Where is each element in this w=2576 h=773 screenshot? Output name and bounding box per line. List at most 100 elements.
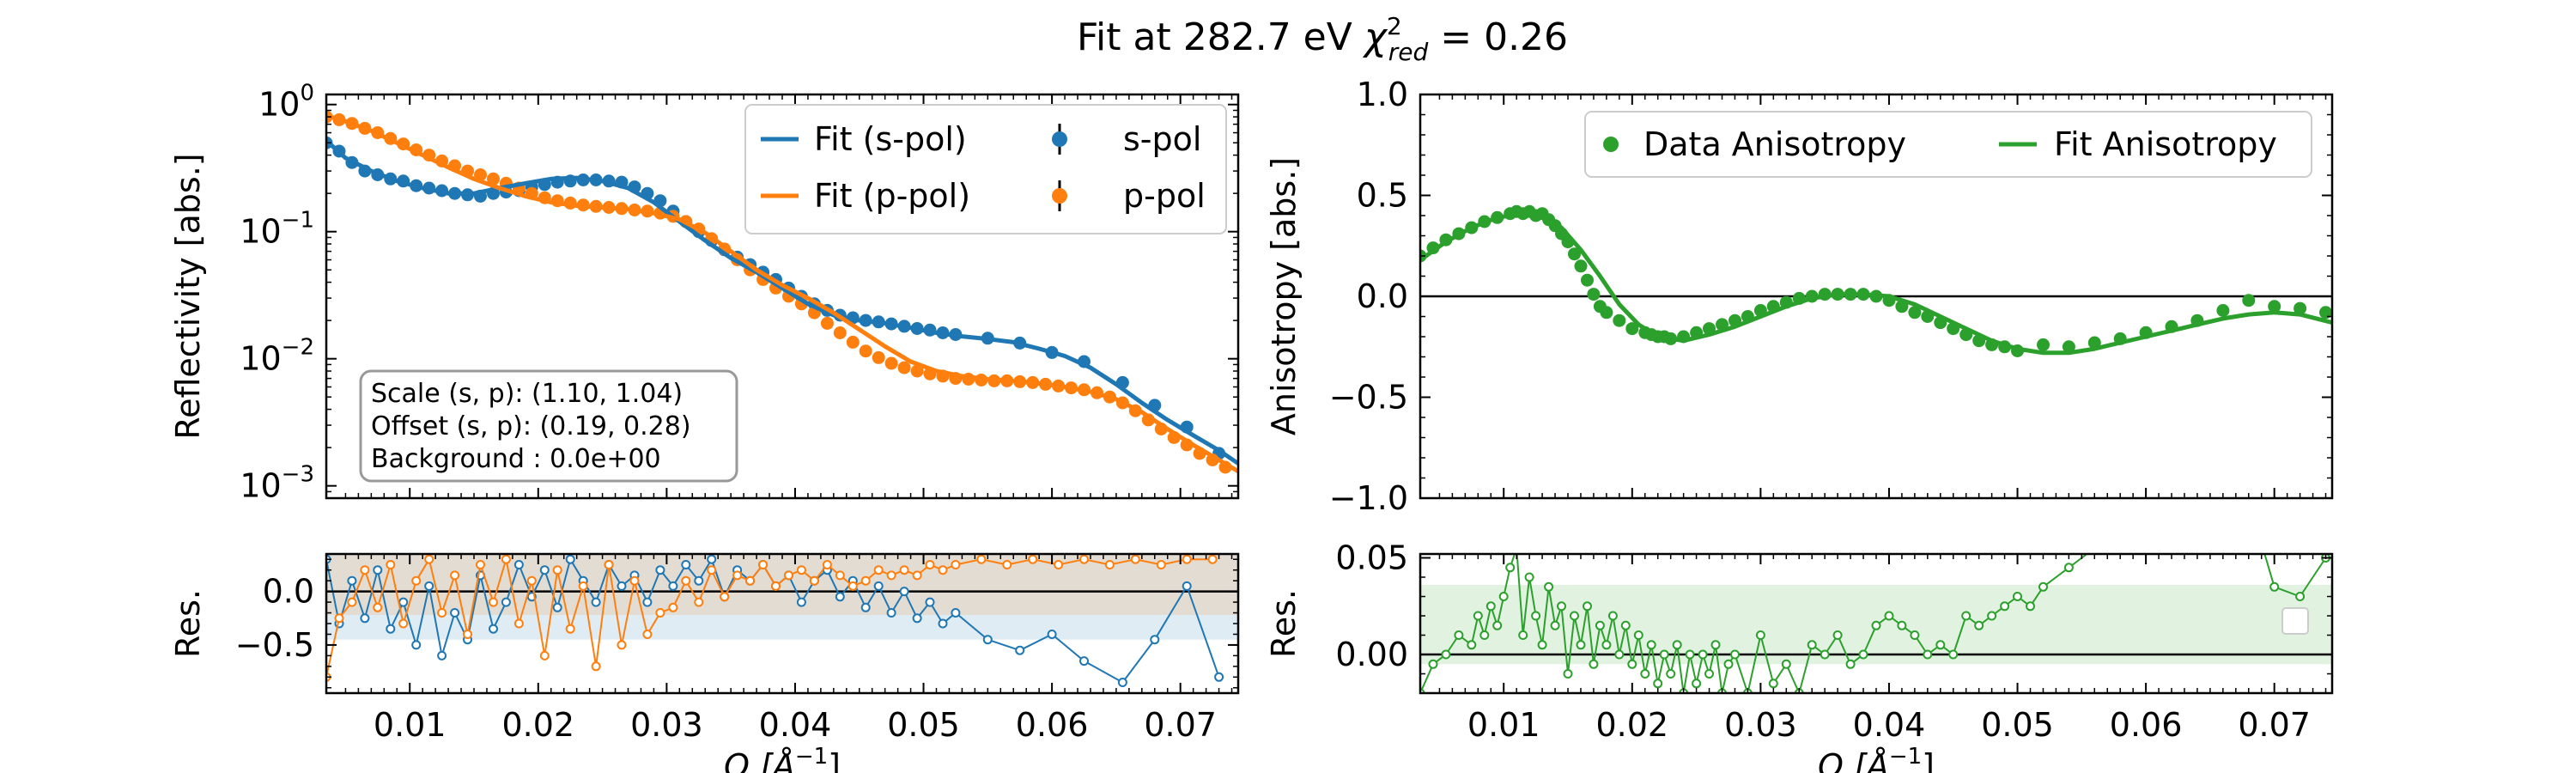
data-anisotropy-residual-point: [1607, 611, 1618, 621]
reflectivity-residual-xlabel: Q [Å−1]: [724, 744, 841, 773]
data-anisotropy-point: [1625, 322, 1639, 336]
p-pol-residual-point: [642, 630, 653, 639]
y-tick-label: 0.0: [1357, 277, 1408, 315]
s-pol-residual-point: [501, 597, 511, 607]
s-pol-residual-point: [411, 640, 422, 650]
p-pol-residual-point: [720, 592, 730, 602]
x-tick-label: 0.05: [887, 706, 960, 744]
data-anisotropy-residual-point: [2000, 601, 2010, 612]
data-anisotropy-residual-point: [2013, 592, 2022, 601]
s-pol-residual-point: [386, 624, 396, 634]
reflectivity-legend-box: [744, 104, 1227, 234]
s-pol-residual-point: [925, 597, 935, 607]
x-tick-label: 0.03: [1724, 706, 1797, 744]
p-pol-residual-point: [629, 575, 640, 586]
p-pol-residual-point: [655, 608, 665, 618]
x-tick-label: 0.01: [1467, 706, 1540, 744]
anisotropy-residual-data: [1420, 545, 2332, 693]
data-anisotropy-residual-point: [1768, 679, 1778, 689]
s-pol-residual-point: [1150, 635, 1160, 645]
xlabel-unit: [Å: [1844, 747, 1889, 773]
x-tick-label: 0.07: [2238, 706, 2311, 744]
s-pol-residual-point: [899, 587, 909, 597]
p-pol-residual-point: [450, 570, 460, 581]
data-anisotropy-residual-point: [1710, 640, 1721, 650]
data-anisotropy-residual-point: [1820, 649, 1830, 660]
p-pol-point: [872, 350, 885, 364]
annotation-scale: Scale (s, p): (1.10, 1.04): [371, 379, 683, 409]
p-pol-residual-point: [347, 597, 357, 607]
data-anisotropy-point: [2242, 294, 2256, 307]
xlabel-q-symbol: Q: [724, 747, 750, 773]
data-anisotropy-residual-point: [1884, 611, 1894, 621]
data-anisotropy-residual-point: [2091, 545, 2099, 552]
x-tick-label: 0.07: [1144, 706, 1217, 744]
y-tick-label: 10−3: [240, 462, 314, 505]
anisotropy-residual-xlabel: Q [Å−1]: [1818, 744, 1935, 773]
p-pol-residual-point: [373, 602, 383, 612]
p-pol-residual-point: [668, 602, 678, 612]
reflectivity-legend: Fit (s-pol) Fit (p-pol) s-pol p-pol: [744, 104, 1227, 234]
data-anisotropy-point: [2037, 338, 2050, 351]
s-pol-residual-point: [694, 575, 704, 586]
data-anisotropy-residual-point: [2026, 601, 2035, 612]
anisotropy-residual-panel: 0.01 0.02 0.03 0.04 0.05 0.06 0.07 0.05 0.00 Res…: [1265, 539, 2334, 773]
x-tick-label: 0.05: [1981, 706, 2054, 744]
s-pol-residual-point: [668, 581, 678, 591]
data-anisotropy-residual-point: [1485, 601, 1496, 612]
data-anisotropy-residual-point: [1653, 679, 1663, 689]
p-pol-residual-point: [886, 570, 896, 581]
data-anisotropy-point: [2319, 306, 2332, 320]
y-tick-label: −1.0: [1329, 479, 1408, 517]
data-anisotropy-residual-point: [2269, 581, 2280, 592]
anisotropy-ticks: 1.0 0.5 0.0 −0.5 −1.0: [1329, 76, 2332, 517]
s-pol-residual-point: [1117, 678, 1127, 687]
s-pol-residual-point: [681, 560, 691, 569]
s-pol-residual-point: [886, 608, 896, 618]
legend-fit-s-label: Fit (s-pol): [814, 120, 967, 158]
data-anisotropy-residual-point: [1479, 630, 1490, 640]
data-anisotropy-residual-point: [1646, 640, 1656, 650]
p-pol-point: [833, 326, 847, 339]
p-pol-residual-point: [732, 570, 743, 581]
p-pol-residual-point: [912, 570, 922, 581]
x-tick-label: 0.02: [1595, 706, 1668, 744]
fit-anisotropy-line: [1420, 211, 2332, 356]
s-pol-residual-point: [835, 592, 845, 602]
data-anisotropy-residual-point: [1672, 640, 1682, 650]
s-pol-residual-point: [424, 581, 434, 591]
y-tick-label: 0.5: [1357, 177, 1408, 215]
data-anisotropy-point: [1568, 247, 1581, 261]
legend-fit-p-label: Fit (p-pol): [814, 177, 970, 215]
data-anisotropy-point: [1600, 306, 1613, 320]
p-pol-point: [884, 356, 898, 370]
legend-p-pol-marker: [1052, 188, 1067, 204]
data-anisotropy-residual-point: [1454, 630, 1464, 640]
y-tick-label: 0.00: [1335, 636, 1408, 673]
p-pol-residual-point: [360, 565, 370, 575]
s-pol-residual-point: [912, 613, 922, 624]
data-anisotropy-point: [1574, 259, 1588, 273]
y-tick-label: −0.5: [1329, 379, 1408, 417]
p-pol-residual-point: [758, 560, 769, 569]
data-anisotropy-residual-point: [1614, 649, 1625, 660]
p-pol-residual-point: [1028, 554, 1038, 564]
data-anisotropy-residual-point: [1505, 563, 1516, 573]
x-tick-label: 0.02: [501, 706, 574, 744]
p-pol-point: [859, 344, 872, 358]
data-anisotropy-residual-point: [1974, 620, 1984, 630]
p-pol-residual-point: [899, 565, 909, 575]
data-anisotropy-residual-point: [2038, 581, 2048, 592]
s-pol-residual-point: [1182, 581, 1192, 591]
y-tick-label: 1.0: [1357, 76, 1408, 113]
data-anisotropy-residual-point: [2295, 592, 2306, 601]
p-pol-residual-point: [771, 581, 781, 591]
p-pol-residual-point: [796, 565, 806, 575]
legend-fit-anisotropy-label: Fit Anisotropy: [2054, 125, 2277, 163]
data-anisotropy-residual-point: [1518, 630, 1528, 640]
data-anisotropy-residual-point: [1537, 640, 1547, 650]
data-anisotropy-residual-point: [1640, 669, 1650, 679]
y-tick-label: 0.0: [263, 573, 314, 611]
legend-s-pol-marker: [1052, 131, 1067, 147]
